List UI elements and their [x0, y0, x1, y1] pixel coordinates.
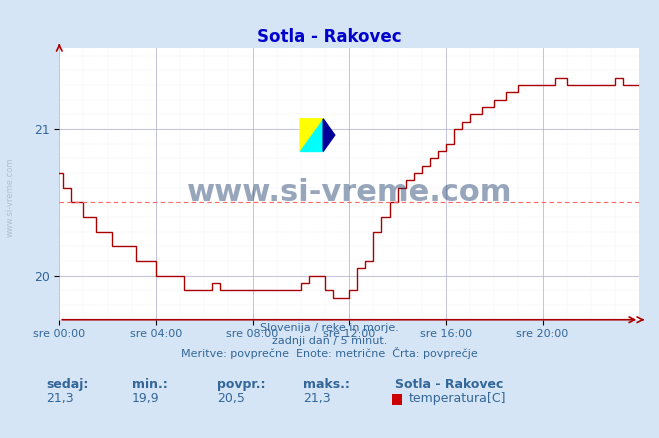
Polygon shape	[323, 119, 335, 152]
Polygon shape	[300, 119, 323, 152]
Text: temperatura[C]: temperatura[C]	[409, 392, 506, 405]
Text: 19,9: 19,9	[132, 392, 159, 405]
Text: Slovenija / reke in morje.: Slovenija / reke in morje.	[260, 323, 399, 333]
Text: www.si-vreme.com: www.si-vreme.com	[5, 157, 14, 237]
Text: povpr.:: povpr.:	[217, 378, 266, 391]
Text: 21,3: 21,3	[303, 392, 331, 405]
Text: zadnji dan / 5 minut.: zadnji dan / 5 minut.	[272, 336, 387, 346]
Text: 21,3: 21,3	[46, 392, 74, 405]
Text: min.:: min.:	[132, 378, 167, 391]
Text: www.si-vreme.com: www.si-vreme.com	[186, 177, 512, 207]
Text: Meritve: povprečne  Enote: metrične  Črta: povprečje: Meritve: povprečne Enote: metrične Črta:…	[181, 347, 478, 359]
Text: maks.:: maks.:	[303, 378, 350, 391]
Text: Sotla - Rakovec: Sotla - Rakovec	[395, 378, 503, 391]
Text: sedaj:: sedaj:	[46, 378, 88, 391]
Text: Sotla - Rakovec: Sotla - Rakovec	[257, 28, 402, 46]
Polygon shape	[300, 119, 323, 152]
Text: 20,5: 20,5	[217, 392, 245, 405]
